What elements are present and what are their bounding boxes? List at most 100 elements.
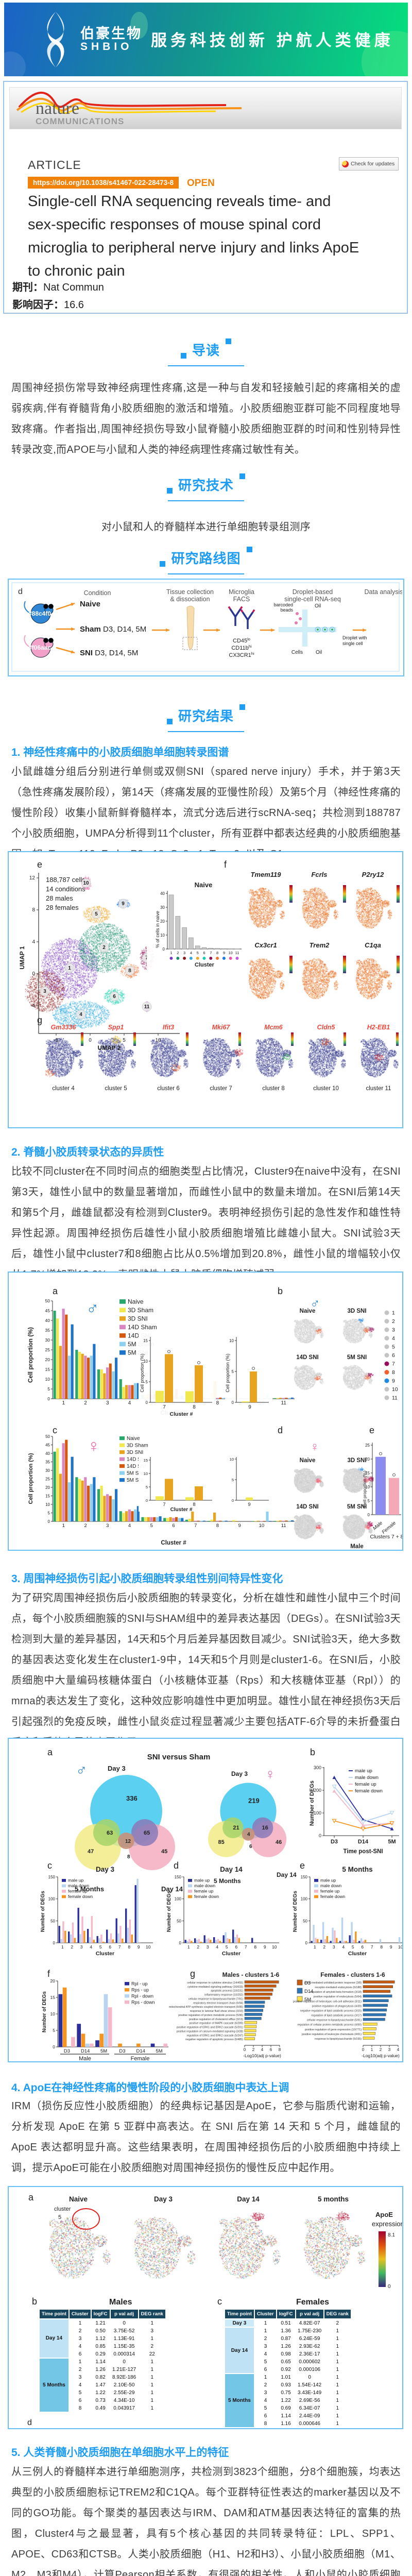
section-heading-roadmap: 研究路线图 xyxy=(0,547,412,574)
svg-text:Data analysis: Data analysis xyxy=(364,588,402,596)
svg-text:21: 21 xyxy=(233,1825,239,1831)
scatter-canvas xyxy=(250,1031,297,1083)
figure-1: e f g 188,787 cells 14 conditions 28 males 28 … xyxy=(8,851,403,1128)
svg-text:30: 30 xyxy=(160,905,165,910)
scatter-canvas xyxy=(338,1511,375,1543)
section-heading-tech: 研究技术 xyxy=(0,473,412,501)
svg-text:5M: 5M xyxy=(304,1997,311,2003)
svg-text:Day 14: Day 14 xyxy=(220,1866,243,1873)
svg-text:100: 100 xyxy=(301,1897,308,1902)
svg-text:16: 16 xyxy=(262,1825,268,1831)
svg-text:10: 10 xyxy=(50,2011,56,2016)
svg-text:0: 0 xyxy=(48,1519,50,1524)
svg-text:4: 4 xyxy=(79,1012,82,1018)
svg-text:receptor-mediated endocytosis: receptor-mediated endocytosis (6/188) xyxy=(315,1986,362,1989)
svg-text:Number of DEGs: Number of DEGs xyxy=(40,1891,46,1932)
svg-text:% of cells in naive: % of cells in naive xyxy=(155,911,160,948)
svg-text:male up: male up xyxy=(194,1878,210,1883)
svg-text:0: 0 xyxy=(146,1498,148,1503)
svg-text:b: b xyxy=(32,2296,37,2307)
svg-text:Naive: Naive xyxy=(80,600,100,608)
svg-text:♀: ♀ xyxy=(265,1766,276,1782)
heading-text: 研究路线图 xyxy=(171,551,241,566)
svg-text:8: 8 xyxy=(32,907,35,913)
check-updates-label: Check for updates xyxy=(351,161,395,167)
result-4-heading: 4. ApoE在神经性疼痛的慢性阶段的小胶质细胞中表达上调 xyxy=(11,2082,289,2094)
svg-text:e: e xyxy=(37,859,42,870)
svg-text:10: 10 xyxy=(229,951,233,955)
svg-text:40: 40 xyxy=(45,1451,50,1456)
svg-text:2: 2 xyxy=(380,2047,382,2052)
svg-text:6: 6 xyxy=(172,1523,175,1529)
svg-text:female up: female up xyxy=(355,1782,376,1787)
svg-text:50: 50 xyxy=(45,1298,50,1303)
svg-text:Male: Male xyxy=(350,1544,364,1550)
svg-text:c: c xyxy=(47,1860,52,1871)
scatter-canvas xyxy=(302,1031,350,1083)
scatter-canvas xyxy=(338,1464,375,1496)
section-heading-intro: 导读 xyxy=(0,338,412,366)
svg-text:336: 336 xyxy=(126,1794,138,1802)
svg-text:12: 12 xyxy=(29,875,36,881)
svg-text:Microglia: Microglia xyxy=(229,588,254,596)
svg-text:positive regulation of cholest: positive regulation of cholesterol efflu… xyxy=(189,2018,243,2021)
svg-text:Cell proportion (%): Cell proportion (%) xyxy=(27,1327,34,1383)
roadmap-figure: d #88c4f0 #f06aac Condition Naive Sham D3, D1… xyxy=(8,579,404,676)
svg-text:1: 1 xyxy=(314,1944,316,1950)
svg-text:0: 0 xyxy=(368,1513,370,1517)
svg-text:14 conditions: 14 conditions xyxy=(46,885,85,893)
svg-text:10: 10 xyxy=(229,1338,234,1343)
svg-text:25: 25 xyxy=(45,1347,50,1352)
result-5-text: 从三例人的脊髓样本进行单细胞测序，共检测到3823个细胞，分8个细胞簇，均表达典… xyxy=(11,2466,401,2576)
svg-text:negative regulation of lipid c: negative regulation of lipid catabolic p… xyxy=(300,2009,362,2012)
svg-text:Number of DEGs: Number of DEGs xyxy=(293,1891,298,1932)
figure-graphic: d #88c4f0 #f06aac Condition Naive Sham D3, D1… xyxy=(11,582,402,672)
svg-text:15: 15 xyxy=(50,1995,56,2000)
svg-text:0: 0 xyxy=(232,1498,234,1503)
svg-text:regulation of cellular protein: regulation of cellular protein metabolic… xyxy=(297,2024,362,2027)
svg-text:Clusters 7 + 8: Clusters 7 + 8 xyxy=(370,1534,402,1540)
svg-text:a: a xyxy=(53,1286,58,1296)
svg-text:100: 100 xyxy=(48,1897,56,1902)
svg-text:g: g xyxy=(37,1015,42,1025)
scatter-canvas xyxy=(289,1511,327,1543)
check-updates-button[interactable]: Check for updates xyxy=(339,157,399,171)
svg-text:15: 15 xyxy=(365,1471,370,1476)
brand-banner: 伯豪生物 SHBIO 服务科技创新 护航人类健康 xyxy=(4,3,408,76)
svg-text:0: 0 xyxy=(232,1400,234,1405)
svg-text:FACS: FACS xyxy=(233,596,250,603)
svg-text:8: 8 xyxy=(128,968,131,974)
svg-text:6: 6 xyxy=(361,1944,364,1950)
heading-square-icon xyxy=(166,719,173,724)
scatter-canvas xyxy=(355,1031,402,1083)
svg-text:9: 9 xyxy=(223,951,225,955)
heading-square-icon xyxy=(239,704,245,710)
svg-text:Cell proportion (%): Cell proportion (%) xyxy=(140,1353,145,1392)
svg-text:b: b xyxy=(310,1747,315,1757)
svg-text:0: 0 xyxy=(305,1941,308,1945)
svg-text:40: 40 xyxy=(160,891,165,896)
svg-text:female up: female up xyxy=(320,1889,340,1894)
svg-text:Time post-SNI: Time post-SNI xyxy=(343,1849,383,1855)
svg-text:2: 2 xyxy=(197,1944,199,1950)
svg-text:5: 5 xyxy=(232,1478,234,1482)
svg-text:♂: ♂ xyxy=(310,1295,320,1311)
svg-text:9: 9 xyxy=(248,1404,251,1410)
svg-text:CD45lo: CD45lo xyxy=(233,637,250,644)
svg-text:5: 5 xyxy=(226,1944,228,1950)
svg-text:Cluster: Cluster xyxy=(222,1951,241,1957)
svg-text:10: 10 xyxy=(45,1502,50,1507)
svg-text:Day 3: Day 3 xyxy=(108,1765,126,1772)
svg-text:14D SNI: 14D SNI xyxy=(127,1464,146,1469)
heading-underline xyxy=(168,573,244,574)
svg-text:9: 9 xyxy=(264,1944,266,1950)
svg-text:11: 11 xyxy=(281,1400,286,1406)
heading-underline xyxy=(168,500,244,501)
result-2-text: 比较不同cluster在不同时间点的细胞类型占比情况，Cluster9在naiv… xyxy=(11,1166,401,1280)
svg-text:female up: female up xyxy=(194,1889,214,1894)
svg-text:100: 100 xyxy=(175,1897,182,1902)
svg-text:-Log10(adj p-value): -Log10(adj p-value) xyxy=(243,2053,281,2058)
doi-link[interactable]: https://doi.org/10.1038/s41467-022-28473… xyxy=(28,177,179,189)
heading-square-icon xyxy=(246,547,252,552)
